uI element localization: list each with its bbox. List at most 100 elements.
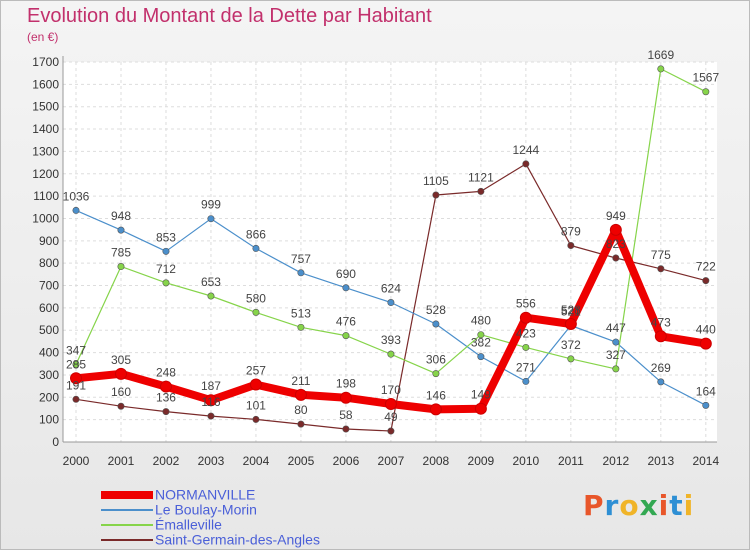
y-tick-label: 1000: [32, 211, 59, 225]
data-point-0: [564, 317, 577, 330]
data-label-0: 198: [336, 377, 356, 391]
logo-letter: i: [658, 489, 670, 522]
data-label-3: 160: [111, 385, 131, 399]
x-tick-label: 2010: [513, 454, 540, 468]
data-point-0: [654, 330, 667, 343]
logo-letter: P: [583, 489, 605, 522]
data-point-3: [432, 191, 440, 199]
data-point-3: [207, 412, 215, 420]
data-point-3: [657, 265, 665, 273]
y-tick-label: 1300: [32, 144, 59, 158]
data-point-0: [294, 388, 307, 401]
y-tick-label: 800: [39, 256, 59, 270]
data-label-0: 187: [201, 379, 221, 393]
data-label-0: 440: [696, 323, 716, 337]
y-tick-label: 1700: [32, 55, 59, 69]
x-tick-label: 2001: [108, 454, 135, 468]
data-label-2: 580: [246, 291, 266, 305]
data-label-0: 146: [426, 388, 446, 402]
legend-item: Émalleville: [101, 517, 320, 532]
data-point-0: [70, 372, 82, 385]
data-point-0: [384, 398, 397, 410]
legend-swatch: [101, 523, 153, 526]
y-tick-label: 700: [39, 279, 59, 293]
data-point-2: [162, 279, 170, 287]
data-point-1: [117, 226, 125, 234]
data-point-3: [297, 420, 305, 428]
data-label-3: 116: [201, 395, 220, 409]
data-label-2: 712: [156, 262, 176, 276]
data-point-2: [297, 323, 305, 331]
data-label-2: 785: [111, 246, 131, 260]
x-tick-label: 2013: [647, 454, 674, 468]
y-tick-label: 0: [52, 435, 59, 449]
y-tick-label: 500: [39, 323, 59, 337]
data-label-1: 999: [201, 198, 221, 212]
data-point-3: [387, 427, 395, 435]
data-point-2: [657, 65, 665, 73]
legend-item: Saint-Germain-des-Angles: [101, 532, 320, 547]
logo-letter: x: [639, 489, 659, 522]
legend-item: NORMANVILLE: [101, 487, 320, 502]
data-label-3: 1121: [468, 170, 494, 184]
data-label-1: 382: [471, 336, 491, 350]
data-label-2: 393: [381, 333, 401, 347]
chart-unit: (en €): [27, 30, 59, 44]
data-point-3: [612, 254, 620, 262]
data-label-0: 473: [651, 315, 671, 329]
data-point-0: [609, 223, 622, 236]
data-point-0: [474, 402, 487, 415]
data-label-3: 823: [606, 237, 626, 251]
data-label-1: 521: [561, 305, 581, 319]
data-label-0: 149: [471, 388, 491, 402]
data-label-0: 285: [66, 357, 86, 371]
legend-label: Saint-Germain-des-Angles: [155, 531, 320, 548]
data-point-2: [432, 370, 440, 378]
data-label-3: 1244: [513, 143, 540, 157]
data-label-3: 49: [384, 410, 398, 424]
data-label-3: 722: [696, 260, 716, 274]
logo-letter: r: [604, 489, 620, 522]
legend-item: Le Boulay-Morin: [101, 502, 320, 517]
data-point-2: [567, 355, 575, 363]
data-label-2: 347: [66, 343, 86, 357]
data-point-2: [477, 331, 485, 339]
data-point-0: [204, 394, 217, 407]
data-point-0: [699, 337, 712, 350]
data-point-1: [162, 247, 170, 255]
data-label-1: 447: [606, 321, 626, 335]
data-label-3: 58: [339, 408, 353, 422]
data-point-1: [387, 299, 395, 307]
data-label-3: 101: [246, 398, 266, 412]
data-label-2: 1669: [647, 48, 674, 62]
data-point-0: [519, 311, 532, 324]
data-point-0: [339, 391, 352, 404]
data-point-0: [429, 403, 442, 416]
legend-label: Le Boulay-Morin: [155, 501, 257, 518]
x-tick-label: 2014: [692, 454, 719, 468]
data-label-2: 423: [516, 326, 536, 340]
data-point-1: [207, 215, 215, 223]
data-label-0: 211: [291, 374, 310, 388]
x-tick-label: 2009: [468, 454, 495, 468]
data-point-2: [702, 88, 710, 96]
x-tick-label: 2000: [63, 454, 90, 468]
data-label-0: 556: [516, 297, 536, 311]
data-point-3: [252, 415, 260, 423]
data-label-1: 271: [516, 360, 536, 374]
data-label-0: 949: [606, 209, 626, 223]
data-label-2: 327: [606, 348, 626, 362]
data-point-3: [117, 402, 125, 410]
data-point-2: [387, 350, 395, 358]
data-label-3: 1105: [423, 174, 449, 188]
data-label-0: 528: [561, 303, 581, 317]
y-tick-label: 100: [39, 413, 59, 427]
data-point-3: [162, 408, 170, 416]
data-point-2: [612, 365, 620, 373]
x-tick-label: 2007: [378, 454, 405, 468]
data-label-3: 879: [561, 225, 581, 239]
data-label-2: 306: [426, 353, 446, 367]
data-label-2: 476: [336, 315, 356, 329]
legend: NORMANVILLE Le Boulay-Morin Émalleville Sai…: [101, 487, 320, 547]
